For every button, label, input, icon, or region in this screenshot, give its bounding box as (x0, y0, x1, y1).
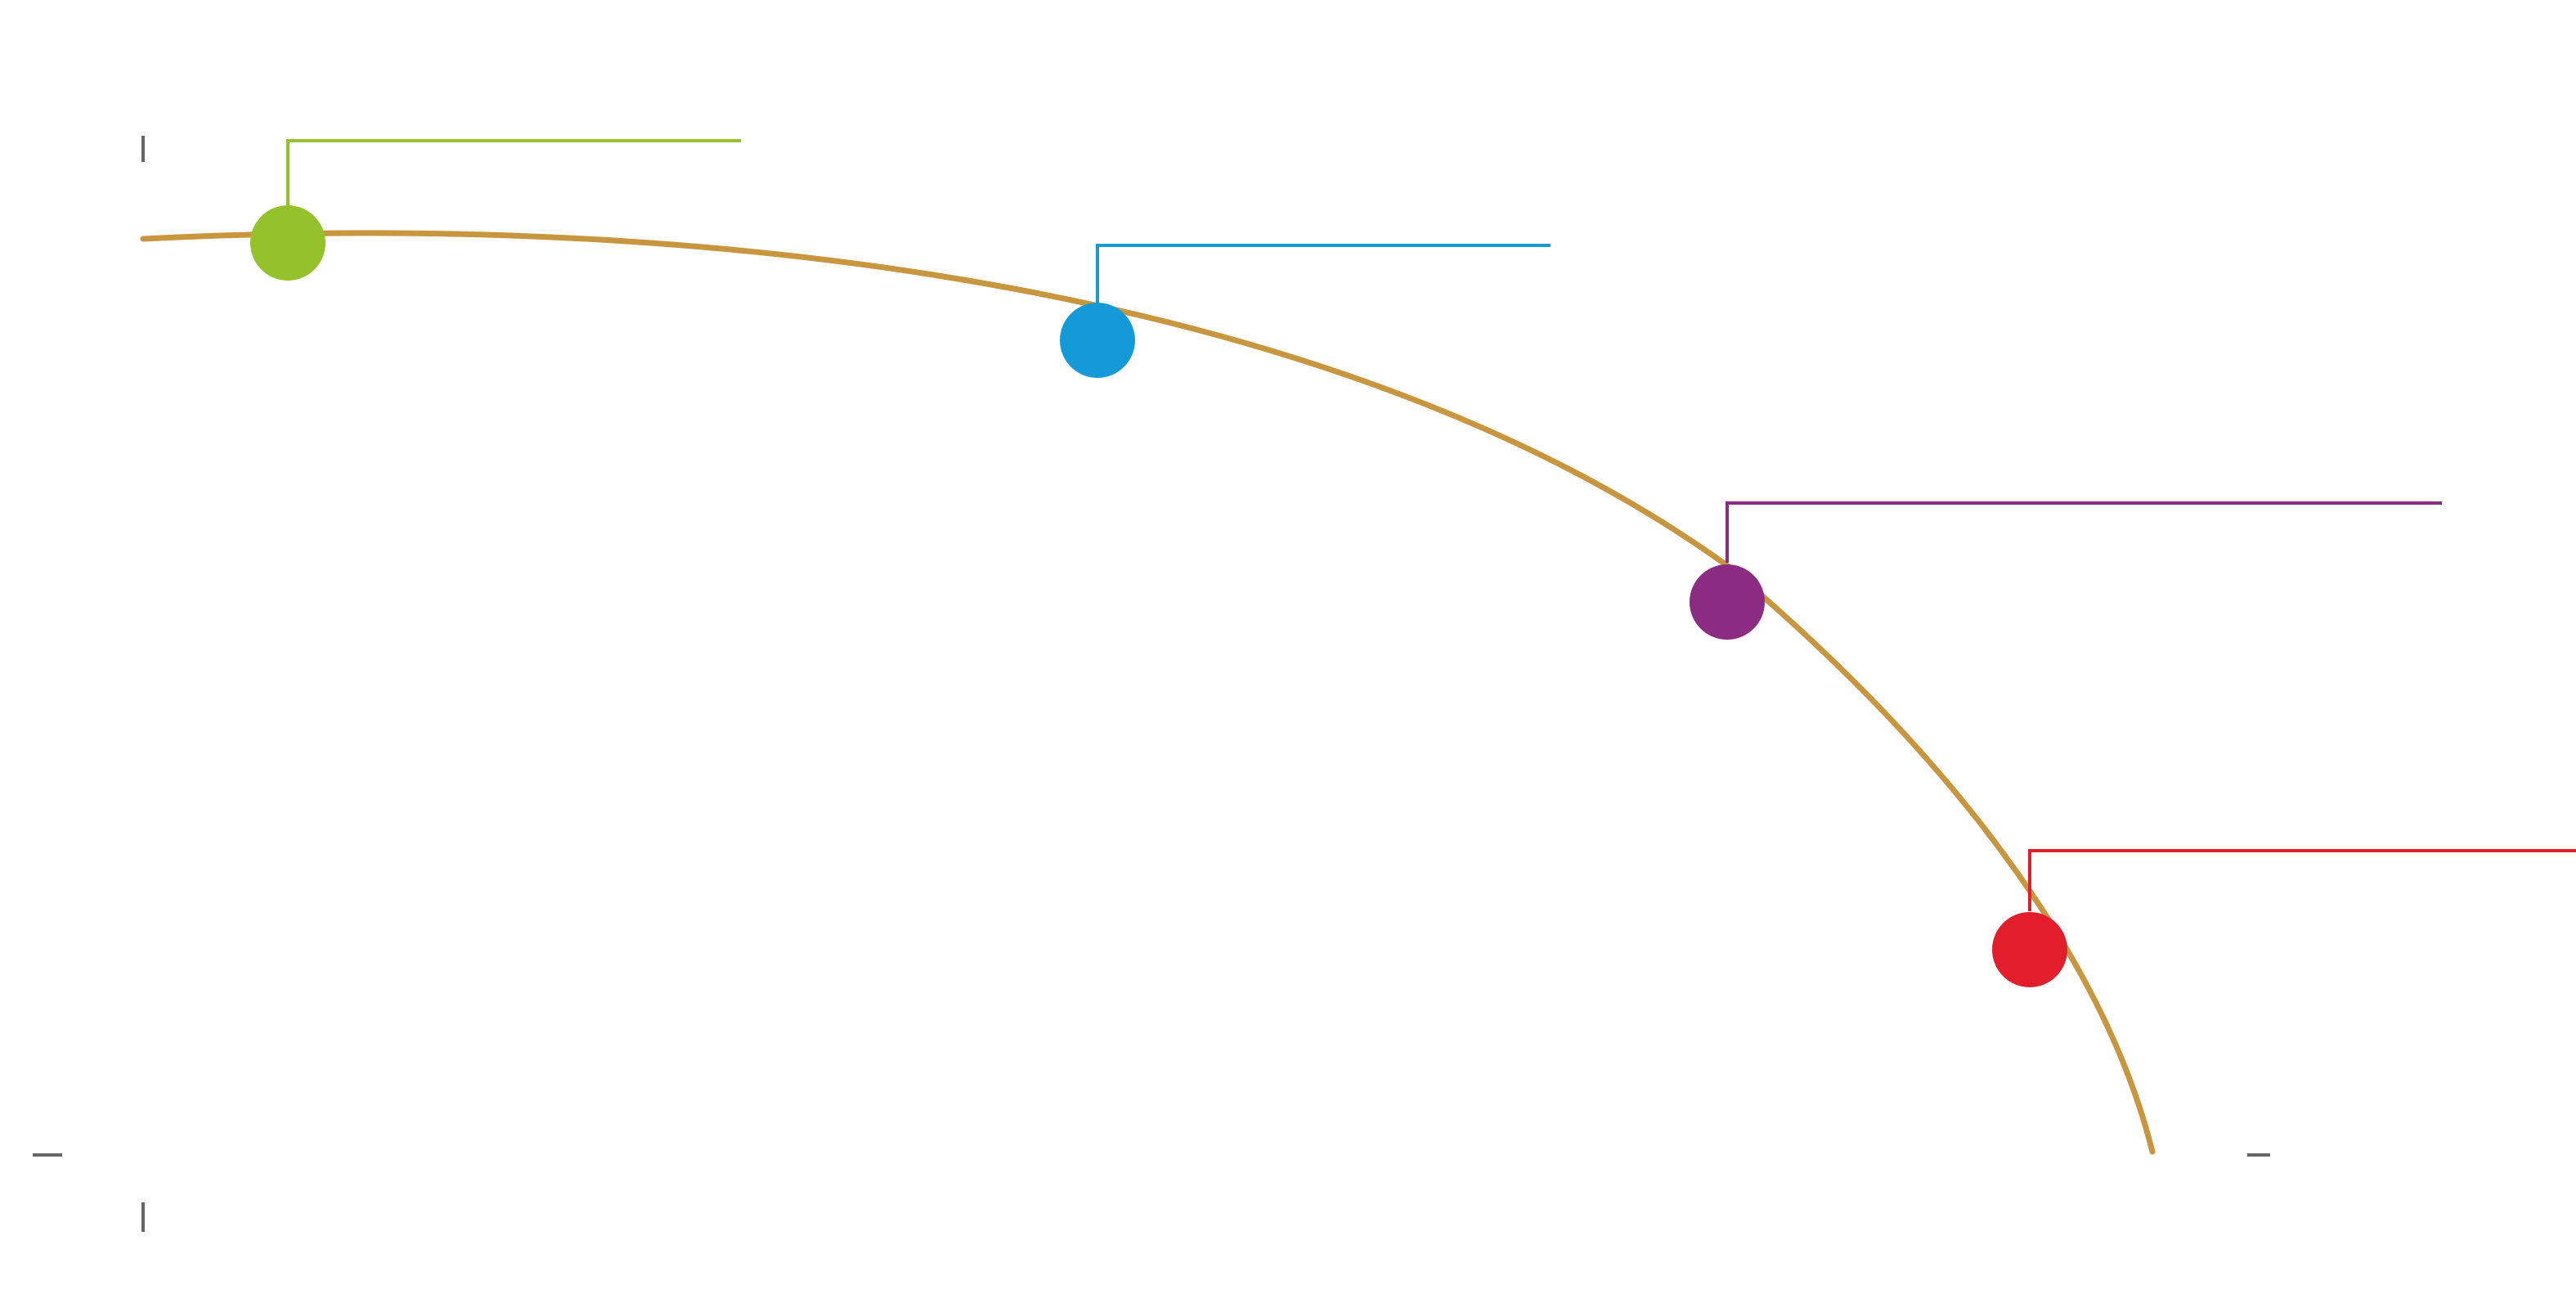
point-3-group (1690, 501, 2442, 640)
point-1-marker[interactable] (250, 205, 325, 281)
point-2-group (1060, 244, 1551, 378)
point-3-marker[interactable] (1690, 564, 1765, 640)
point-4-marker[interactable] (1992, 912, 2067, 987)
point-1-callout-line (286, 139, 741, 206)
curve-line (140, 230, 2156, 1155)
point-1-group (250, 139, 741, 281)
point-2-marker[interactable] (1060, 303, 1135, 378)
point-3-callout-line (1726, 501, 2442, 563)
point-4-group (1992, 849, 2576, 987)
point-2-callout-line (1096, 244, 1551, 304)
point-4-callout-line (2028, 849, 2576, 911)
